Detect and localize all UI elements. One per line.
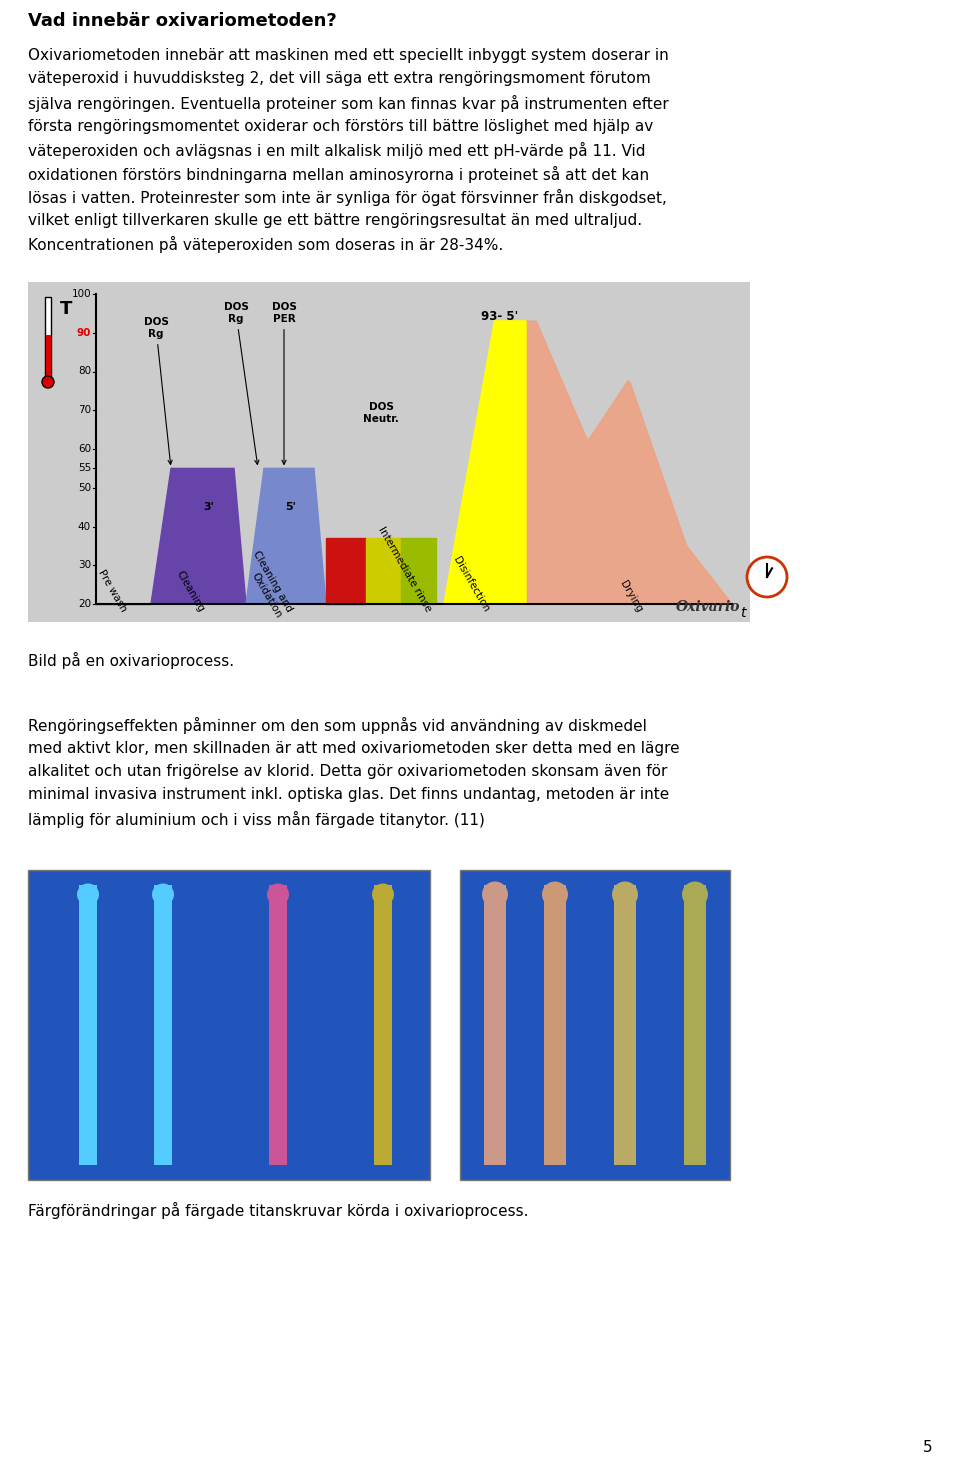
Text: med aktivt klor, men skillnaden är att med oxivariometoden sker detta med en läg: med aktivt klor, men skillnaden är att m… (28, 740, 680, 755)
Bar (684, 884, 706, 1164)
Text: oxidationen förstörs bindningarna mellan aminosyrorna i proteinet så att det kan: oxidationen förstörs bindningarna mellan… (28, 166, 649, 182)
Text: Oxivario: Oxivario (676, 600, 740, 614)
Text: 55: 55 (78, 463, 91, 474)
Circle shape (682, 881, 708, 907)
Circle shape (482, 881, 508, 907)
Bar (484, 884, 506, 1164)
Text: 100: 100 (71, 289, 91, 299)
Text: Pre wash: Pre wash (96, 569, 129, 614)
Text: Intermediate rinse: Intermediate rinse (376, 525, 434, 614)
Text: 3': 3' (204, 503, 214, 512)
Text: 80: 80 (78, 366, 91, 377)
Text: T: T (60, 301, 72, 318)
Bar (79, 884, 97, 1164)
Polygon shape (246, 468, 326, 604)
Text: Oxivariometoden innebär att maskinen med ett speciellt inbyggt system doserar in: Oxivariometoden innebär att maskinen med… (28, 48, 669, 63)
Bar (45, 336, 51, 383)
Text: 93- 5': 93- 5' (481, 309, 518, 323)
Circle shape (77, 884, 99, 906)
Polygon shape (401, 538, 436, 604)
Circle shape (372, 884, 394, 906)
Text: 90: 90 (77, 328, 91, 337)
Text: DOS
Neutr.: DOS Neutr. (363, 402, 399, 424)
Circle shape (267, 884, 289, 906)
Text: väteperoxiden och avlägsnas i en milt alkalisk miljö med ett pH-värde på 11. Vid: väteperoxiden och avlägsnas i en milt al… (28, 142, 645, 158)
Bar (374, 884, 392, 1164)
Polygon shape (436, 321, 526, 604)
Polygon shape (366, 538, 401, 604)
Polygon shape (326, 538, 366, 604)
Text: första rengöringsmomentet oxiderar och förstörs till bättre löslighet med hjälp : första rengöringsmomentet oxiderar och f… (28, 119, 653, 133)
Circle shape (612, 881, 638, 907)
Text: Färgförändringar på färgade titanskruvar körda i oxivarioprocess.: Färgförändringar på färgade titanskruvar… (28, 1202, 529, 1218)
Text: alkalitet och utan frigörelse av klorid. Detta gör oxivariometoden skonsam även : alkalitet och utan frigörelse av klorid.… (28, 764, 667, 778)
Bar (460, 869, 730, 1180)
Text: Bild på en oxivarioprocess.: Bild på en oxivarioprocess. (28, 652, 234, 668)
Text: minimal invasiva instrument inkl. optiska glas. Det finns undantag, metoden är i: minimal invasiva instrument inkl. optisk… (28, 787, 669, 802)
Text: 30: 30 (78, 560, 91, 570)
Bar (154, 884, 172, 1164)
Text: Rengöringseffekten påminner om den som uppnås vid användning av diskmedel: Rengöringseffekten påminner om den som u… (28, 717, 647, 734)
Text: 50: 50 (78, 482, 91, 493)
Text: Drying: Drying (618, 579, 644, 614)
Bar (45, 298, 51, 383)
Bar (544, 884, 566, 1164)
Bar (269, 884, 287, 1164)
Bar (28, 281, 750, 622)
Polygon shape (151, 468, 246, 604)
Text: Cleaning and
Oxidation: Cleaning and Oxidation (241, 550, 294, 620)
Polygon shape (526, 321, 732, 604)
Text: 70: 70 (78, 405, 91, 415)
Text: väteperoxid i huvuddisksteg 2, det vill säga ett extra rengöringsmoment förutom: väteperoxid i huvuddisksteg 2, det vill … (28, 72, 651, 86)
Text: lämplig för aluminium och i viss mån färgade titanytor. (11): lämplig för aluminium och i viss mån fär… (28, 811, 485, 828)
Circle shape (747, 557, 787, 597)
Text: 5': 5' (285, 503, 297, 512)
Text: Cleaning: Cleaning (175, 569, 206, 614)
Text: 40: 40 (78, 522, 91, 532)
Circle shape (542, 881, 568, 907)
Circle shape (42, 375, 54, 388)
Text: DOS
PER: DOS PER (272, 302, 297, 465)
Text: Koncentrationen på väteperoxiden som doseras in är 28-34%.: Koncentrationen på väteperoxiden som dos… (28, 236, 503, 254)
Text: lösas i vatten. Proteinrester som inte är synliga för ögat försvinner från diskg: lösas i vatten. Proteinrester som inte ä… (28, 189, 667, 207)
Text: Vad innebär oxivariometoden?: Vad innebär oxivariometoden? (28, 12, 337, 29)
Text: 5: 5 (923, 1440, 932, 1454)
Text: 20: 20 (78, 600, 91, 608)
Text: själva rengöringen. Eventuella proteiner som kan finnas kvar på instrumenten eft: själva rengöringen. Eventuella proteiner… (28, 95, 669, 111)
Text: t: t (740, 605, 746, 620)
Bar (614, 884, 636, 1164)
Text: DOS
Rg: DOS Rg (224, 302, 259, 465)
Circle shape (152, 884, 174, 906)
Text: 60: 60 (78, 444, 91, 454)
Text: vilket enligt tillverkaren skulle ge ett bättre rengöringsresultat än med ultral: vilket enligt tillverkaren skulle ge ett… (28, 213, 642, 227)
Polygon shape (436, 321, 526, 604)
Text: DOS
Rg: DOS Rg (144, 318, 172, 465)
Bar (28, 869, 430, 1180)
Text: Disinfection: Disinfection (451, 556, 491, 614)
